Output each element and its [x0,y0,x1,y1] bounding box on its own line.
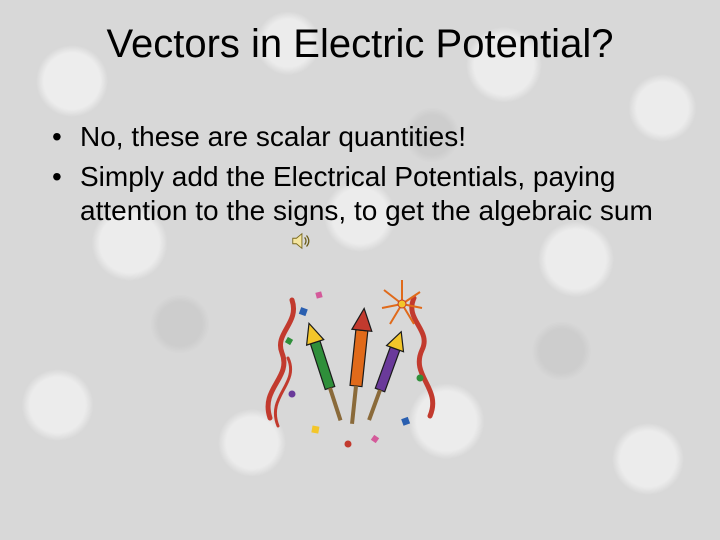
sound-speaker-icon [290,230,312,252]
bullet-text: Simply add the Electrical Potentials, pa… [80,160,672,228]
slide: Vectors in Electric Potential? • No, the… [0,0,720,540]
list-item: • No, these are scalar quantities! [48,120,672,154]
slide-title: Vectors in Electric Potential? [0,22,720,67]
list-item: • Simply add the Electrical Potentials, … [48,160,672,228]
bullet-marker: • [48,120,80,154]
party-fireworks-clipart [252,268,452,468]
bullet-marker: • [48,160,80,228]
bullet-text: No, these are scalar quantities! [80,120,672,154]
bullet-list: • No, these are scalar quantities! • Sim… [48,120,672,234]
